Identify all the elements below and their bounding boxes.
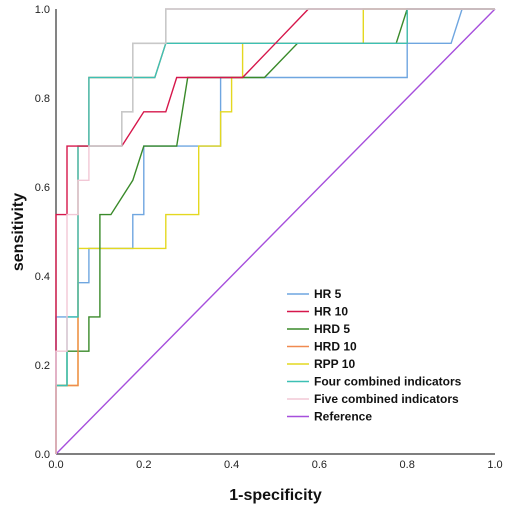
series-lines <box>55 8 496 455</box>
series-line-hr-10 <box>55 8 495 454</box>
y-tick-label: 1.0 <box>35 4 50 16</box>
y-tick-label: 0.4 <box>35 271 50 283</box>
legend-label: HR 5 <box>314 287 342 301</box>
x-tick-label: 1.0 <box>487 459 502 471</box>
legend-label: Five combined indicators <box>314 392 459 406</box>
y-tick-label: 0.6 <box>35 182 50 194</box>
series-line-overlay-0 <box>88 8 495 147</box>
y-axis-title: sensitivity <box>10 193 27 271</box>
x-axis-title: 1-specificity <box>229 487 322 504</box>
legend-label: Four combined indicators <box>314 375 462 389</box>
y-tick-label: 0.2 <box>35 360 50 372</box>
x-tick-label: 0.8 <box>400 459 415 471</box>
tick-labels: 0.0 0.2 0.4 0.6 0.8 1.0 0.0 0.2 0.4 0.6 0.8 1.0 <box>35 4 503 471</box>
legend: HR 5 HR 10 HRD 5 HRD 10 RPP 10 Four combined … <box>287 287 462 424</box>
legend-label: RPP 10 <box>314 357 355 371</box>
series-line-reference <box>55 8 496 455</box>
y-tick-label: 0.8 <box>35 93 50 105</box>
legend-label: HRD 10 <box>314 340 357 354</box>
legend-label: HRD 5 <box>314 322 350 336</box>
x-tick-label: 0.6 <box>312 459 327 471</box>
x-tick-label: 0.4 <box>224 459 239 471</box>
x-tick-label: 0.0 <box>48 459 63 471</box>
x-tick-label: 0.2 <box>136 459 151 471</box>
legend-label: Reference <box>314 410 372 424</box>
y-tick-label: 0.0 <box>35 449 50 461</box>
legend-label: HR 10 <box>314 305 348 319</box>
